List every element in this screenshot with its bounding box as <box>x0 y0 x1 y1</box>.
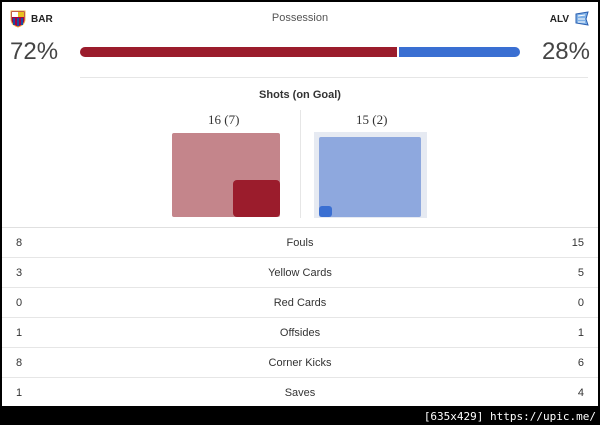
home-shots-label: 16 (7) <box>208 112 240 127</box>
away-team[interactable]: ALV <box>550 10 590 28</box>
home-team[interactable]: BAR <box>10 10 53 28</box>
stats-table: 8 Fouls 15 3 Yellow Cards 5 0 Red Cards … <box>2 227 598 407</box>
away-stat-value: 0 <box>577 297 584 309</box>
possession-header: BAR Possession ALV <box>2 2 598 36</box>
match-stats-panel: BAR Possession ALV 72% 28% Shots (on Goa… <box>2 2 598 406</box>
away-shots-total-box <box>319 137 421 217</box>
stat-row-fouls: 8 Fouls 15 <box>2 227 598 257</box>
stat-row-yellow-cards: 3 Yellow Cards 5 <box>2 257 598 287</box>
home-stat-value: 1 <box>16 387 23 399</box>
away-stat-value: 1 <box>577 327 584 339</box>
home-stat-value: 1 <box>16 327 23 339</box>
away-stat-value: 5 <box>577 267 584 279</box>
possession-bar-separator <box>396 47 399 57</box>
stat-label: Corner Kicks <box>268 357 332 369</box>
home-possession-percent: 72% <box>10 38 59 65</box>
away-shots-on-goal-box <box>319 206 332 217</box>
section-divider <box>80 77 588 78</box>
possession-bar <box>80 47 520 57</box>
away-stat-value: 4 <box>577 387 584 399</box>
home-stat-value: 0 <box>16 297 23 309</box>
shots-title: Shots (on Goal) <box>259 89 341 101</box>
alaves-crest-icon <box>575 11 589 26</box>
away-stat-value: 6 <box>577 357 584 369</box>
stat-label: Yellow Cards <box>268 267 332 279</box>
stat-row-offsides: 1 Offsides 1 <box>2 317 598 347</box>
away-team-abbr: ALV <box>549 13 569 25</box>
stat-row-corner-kicks: 8 Corner Kicks 6 <box>2 347 598 377</box>
stat-row-saves: 1 Saves 4 <box>2 377 598 407</box>
away-possession-fill <box>398 47 520 57</box>
image-watermark: [635x429] https://upic.me/ <box>423 410 596 423</box>
stat-label: Saves <box>284 387 316 399</box>
away-stat-value: 15 <box>571 237 584 249</box>
stat-label: Red Cards <box>273 297 327 309</box>
home-shots-on-goal-box <box>233 180 280 217</box>
shots-vertical-divider <box>300 110 301 218</box>
home-stat-value: 8 <box>16 237 23 249</box>
possession-title: Possession <box>271 12 329 24</box>
home-team-abbr: BAR <box>31 13 53 25</box>
barcelona-crest-icon <box>10 10 26 28</box>
home-stat-value: 8 <box>16 357 23 369</box>
home-stat-value: 3 <box>16 267 23 279</box>
stat-row-red-cards: 0 Red Cards 0 <box>2 287 598 317</box>
stat-label: Offsides <box>279 327 321 339</box>
home-possession-fill <box>80 47 397 57</box>
stat-label: Fouls <box>286 237 314 249</box>
away-possession-percent: 28% <box>541 38 590 65</box>
away-shots-label: 15 (2) <box>356 112 388 127</box>
